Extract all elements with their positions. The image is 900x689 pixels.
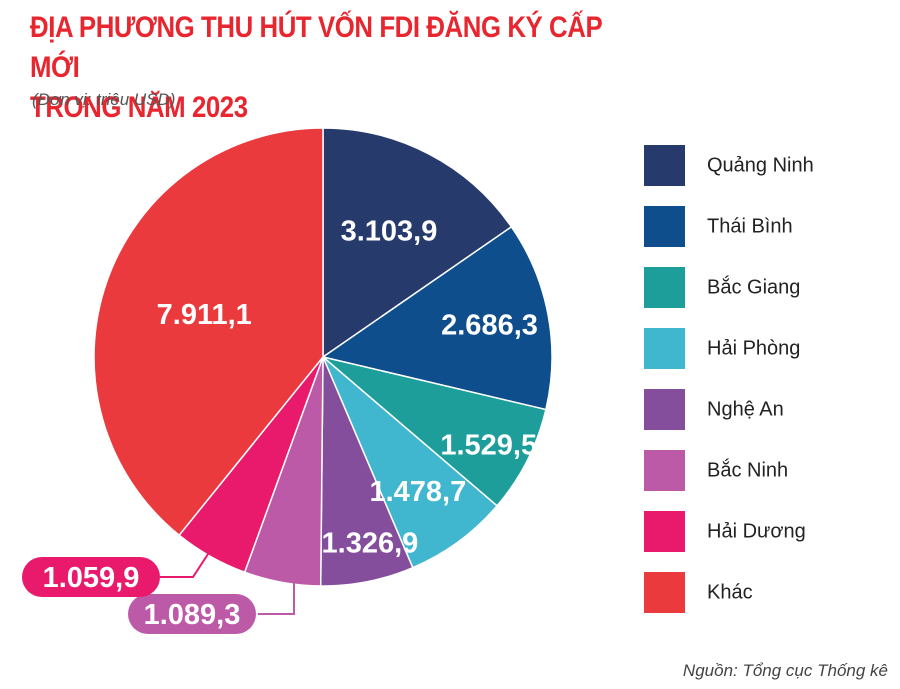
legend-swatch-khac — [644, 572, 685, 613]
unit-label: (Đơn vị: triệu USD) — [32, 90, 176, 109]
legend-label-bac-giang: Bắc Giang — [707, 276, 800, 299]
slice-bac-giang — [322, 356, 547, 507]
value-label-quang-ninh: 3.103,9 — [341, 215, 438, 247]
pie-slices — [93, 127, 553, 587]
callout-pill-bac-ninh — [128, 594, 256, 634]
slice-khac — [93, 127, 324, 537]
legend-label-hai-duong: Hải Dương — [707, 521, 806, 543]
callout-line-bac-ninh — [258, 583, 295, 615]
value-label-thai-binh: 2.686,3 — [441, 310, 538, 342]
callout-line-hai-duong — [160, 550, 211, 578]
legend-swatch-bac-giang — [644, 267, 685, 308]
source-note: Nguồn: Tổng cục Thống kê — [682, 661, 888, 680]
legend-label-nghe-an: Nghệ An — [707, 399, 784, 421]
value-label-bac-ninh: 1.089,3 — [144, 599, 241, 631]
legend-label-hai-phong: Hải Phòng — [707, 338, 800, 360]
legend-label-quang-ninh: Quảng Ninh — [707, 155, 814, 177]
slice-thai-binh — [321, 225, 553, 411]
legend-label-thai-binh: Thái Bình — [707, 216, 793, 238]
slice-quang-ninh — [322, 127, 513, 359]
callout-pill-hai-duong — [22, 557, 160, 597]
legend: Quảng Ninh Thái Bình Bắc Giang Hải Phòng Ngh… — [644, 145, 814, 613]
legend-swatch-thai-binh — [644, 206, 685, 247]
title-line-2: TRONG NĂM 2023 — [30, 91, 248, 124]
legend-swatch-nghe-an — [644, 389, 685, 430]
value-label-khac: 7.911,1 — [157, 299, 252, 331]
value-label-bac-giang: 1.529,5 — [440, 429, 537, 461]
pie-labels: 3.103,9 2.686,3 1.529,5 1.478,7 1.326,9 7.911… — [157, 215, 538, 559]
value-label-hai-phong: 1.478,7 — [369, 476, 466, 508]
legend-swatch-hai-phong — [644, 328, 685, 369]
value-label-nghe-an: 1.326,9 — [322, 528, 419, 560]
chart-title: ĐỊA PHƯƠNG THU HÚT VỐN FDI ĐĂNG KÝ CẤP M… — [30, 8, 632, 128]
legend-swatch-hai-duong — [644, 511, 685, 552]
pie-callouts: 1.089,31.059,9 — [22, 550, 295, 634]
title-line-1: ĐỊA PHƯƠNG THU HÚT VỐN FDI ĐĂNG KÝ CẤP M… — [30, 11, 602, 84]
value-label-hai-duong: 1.059,9 — [43, 562, 140, 594]
legend-swatch-quang-ninh — [644, 145, 685, 186]
legend-label-bac-ninh: Bắc Ninh — [707, 459, 788, 482]
legend-label-khac: Khác — [707, 582, 753, 604]
legend-swatch-bac-ninh — [644, 450, 685, 491]
slice-hai-phong — [322, 356, 499, 569]
